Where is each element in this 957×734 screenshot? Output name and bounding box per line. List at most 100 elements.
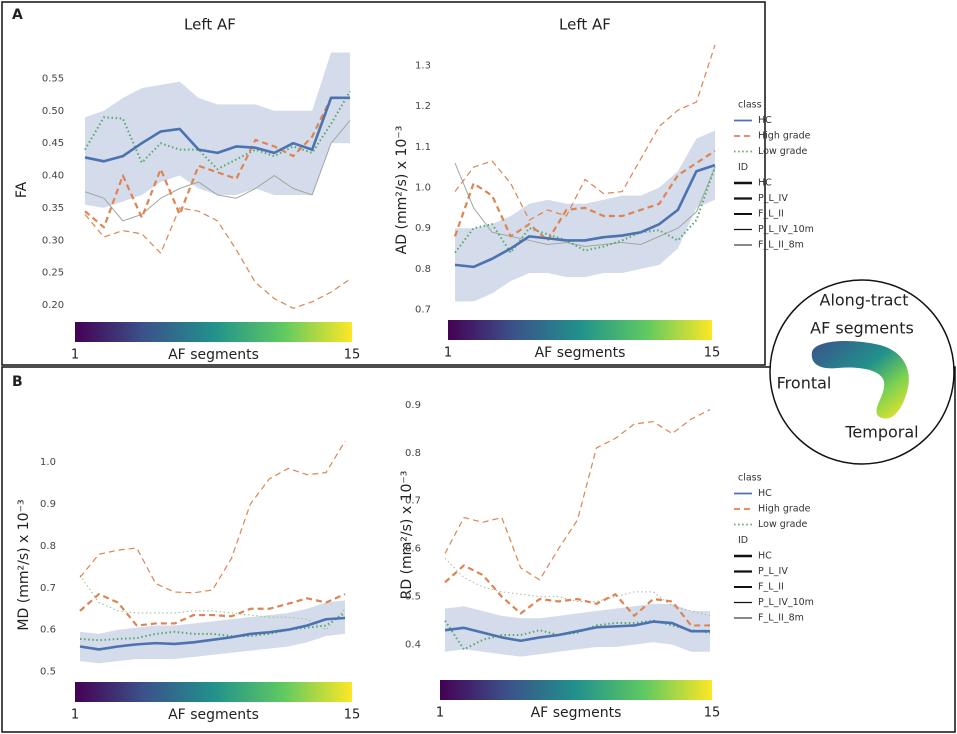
series-line bbox=[84, 96, 350, 163]
series-line bbox=[454, 162, 716, 248]
legend-label: P_L_IV bbox=[758, 566, 788, 577]
series-line bbox=[444, 564, 710, 627]
legend-title: ID bbox=[738, 162, 748, 173]
colorbar bbox=[448, 320, 712, 340]
inset: Along-tract AF segments Frontal Temporal bbox=[769, 279, 955, 465]
series-line bbox=[79, 593, 346, 627]
legend-label: Low grade bbox=[758, 146, 808, 157]
colorbar bbox=[440, 680, 712, 700]
panel-label: A bbox=[12, 7, 23, 23]
legend-title: class bbox=[738, 100, 762, 111]
chart: Left AF AD (mm²/s) x 10⁻³ 0.7 0.8 0.9 1.0 1.1 1… bbox=[394, 16, 814, 362]
series-line bbox=[84, 96, 350, 229]
y-tick-label: 0.20 bbox=[42, 300, 64, 311]
legend-title: class bbox=[738, 473, 762, 484]
x-tick-label: 1 bbox=[444, 346, 452, 361]
legend-title: ID bbox=[738, 535, 748, 546]
y-tick-label: 0.45 bbox=[42, 138, 64, 149]
series-line bbox=[84, 90, 351, 171]
x-tick-label: 15 bbox=[704, 346, 721, 361]
x-axis-label: AF segments bbox=[168, 707, 259, 723]
chart-title: Left AF bbox=[559, 16, 611, 34]
chart: RD (mm²/s) x 10⁻³ 0.4 0.5 0.6 0.7 0.8 0.9 1 15 AF… bbox=[399, 400, 814, 721]
panel-label: B bbox=[12, 374, 23, 390]
panel-frame bbox=[1, 366, 956, 733]
series-line bbox=[79, 616, 346, 651]
inset-title: AF segments bbox=[810, 319, 914, 338]
series-line bbox=[79, 440, 346, 594]
x-axis-label: AF segments bbox=[535, 345, 626, 361]
x-axis-label: AF segments bbox=[531, 705, 622, 721]
colorbar bbox=[75, 322, 352, 342]
y-tick-label: 0.8 bbox=[40, 541, 56, 552]
y-tick-label: 0.8 bbox=[405, 448, 421, 459]
y-tick-label: 0.7 bbox=[415, 305, 431, 316]
legend-label: F_L_II bbox=[758, 582, 784, 593]
chart: MD (mm²/s) x 10⁻³ 0.5 0.6 0.7 0.8 0.9 1.0 1 15 AF… bbox=[16, 440, 361, 723]
series-line bbox=[454, 44, 716, 221]
legend-label: P_L_IV bbox=[758, 193, 788, 204]
panel-frame bbox=[1, 1, 766, 366]
y-tick-label: 0.9 bbox=[405, 400, 421, 411]
legend: class HC High grade Low grade ID HC P_L_IV F_L_… bbox=[734, 473, 814, 624]
legend-label: HC bbox=[758, 178, 772, 189]
x-axis-label: AF segments bbox=[168, 347, 259, 363]
y-tick-label: 0.9 bbox=[415, 223, 431, 234]
series-line bbox=[454, 163, 716, 269]
y-tick-label: 0.6 bbox=[405, 544, 421, 555]
x-tick-label: 15 bbox=[344, 348, 361, 363]
legend-label: HC bbox=[758, 488, 772, 499]
y-tick-label: 1.0 bbox=[415, 183, 431, 194]
inset-label: Frontal bbox=[777, 374, 832, 393]
y-tick-label: 0.7 bbox=[405, 496, 421, 507]
series-line bbox=[444, 409, 711, 581]
x-tick-label: 15 bbox=[704, 706, 721, 721]
y-tick-label: 0.5 bbox=[40, 667, 56, 678]
colorbar bbox=[75, 682, 352, 702]
af-tract bbox=[811, 340, 909, 419]
legend-label: F_L_II_8m bbox=[758, 240, 804, 251]
y-axis-label: MD (mm²/s) x 10⁻³ bbox=[16, 499, 32, 630]
y-tick-label: 0.35 bbox=[42, 203, 64, 214]
chart: Left AF FA 0.20 0.25 0.30 0.35 0.40 0.45 0.50 0.5… bbox=[14, 16, 360, 364]
y-tick-label: 0.40 bbox=[42, 171, 64, 182]
legend-label: P_L_IV_10m bbox=[758, 597, 814, 608]
y-tick-label: 0.8 bbox=[415, 264, 431, 275]
y-axis-label: RD (mm²/s) x 10⁻³ bbox=[399, 471, 415, 600]
y-tick-label: 0.50 bbox=[42, 106, 64, 117]
y-tick-label: 0.55 bbox=[42, 73, 64, 84]
series-line bbox=[84, 207, 351, 309]
confidence-band bbox=[80, 600, 345, 664]
series-line bbox=[444, 620, 710, 643]
y-tick-label: 0.5 bbox=[405, 592, 421, 603]
y-axis-label: AD (mm²/s) x 10⁻³ bbox=[394, 126, 410, 255]
legend-label: F_L_II_8m bbox=[758, 613, 804, 624]
legend: class HC High grade Low grade ID HC P_L_IV F_L_… bbox=[734, 100, 814, 251]
y-tick-label: 1.2 bbox=[415, 101, 431, 112]
inset-label: Temporal bbox=[844, 423, 918, 442]
y-tick-label: 0.25 bbox=[42, 268, 64, 279]
y-axis-label: FA bbox=[14, 181, 30, 198]
chart-title: Left AF bbox=[184, 16, 236, 34]
y-tick-label: 0.7 bbox=[40, 583, 56, 594]
series-line bbox=[79, 612, 346, 642]
y-tick-label: 0.30 bbox=[42, 235, 64, 246]
legend-label: F_L_II bbox=[758, 209, 784, 220]
series-line bbox=[444, 557, 711, 617]
legend-label: P_L_IV_10m bbox=[758, 224, 814, 235]
y-tick-label: 1.3 bbox=[415, 60, 431, 71]
x-tick-label: 15 bbox=[344, 708, 361, 723]
y-tick-label: 1.1 bbox=[415, 142, 431, 153]
legend-label: High grade bbox=[758, 131, 811, 142]
x-tick-label: 1 bbox=[71, 708, 79, 723]
legend-label: Low grade bbox=[758, 519, 808, 530]
x-tick-label: 1 bbox=[436, 706, 444, 721]
series-line bbox=[453, 149, 716, 242]
inset-title: Along-tract bbox=[820, 291, 909, 310]
confidence-band bbox=[85, 52, 350, 208]
x-tick-label: 1 bbox=[71, 348, 79, 363]
inset-circle bbox=[769, 279, 955, 465]
legend-label: High grade bbox=[758, 504, 811, 515]
y-tick-label: 0.4 bbox=[405, 640, 421, 651]
